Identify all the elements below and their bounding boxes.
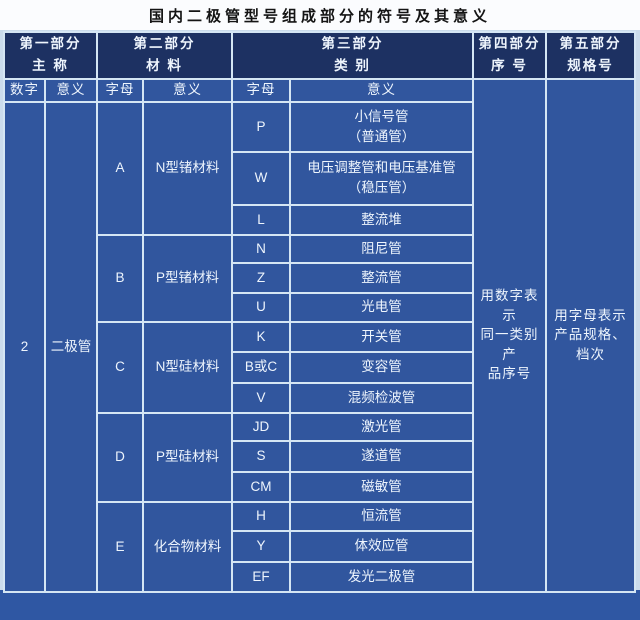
subheader-row: 数字 意义 字母 意义 字母 意义 用数字表示 同一类别产 品序号 用字母表示 … — [3, 77, 636, 593]
table-row: V 混频检波管 — [4, 381, 635, 414]
category-meaning-cell: 开关管 — [289, 320, 474, 353]
table-row: D P型硅材料 JD 激光管 — [4, 411, 635, 503]
main-name-cell: 二极管 — [44, 100, 98, 593]
category-letter-cell: K — [231, 320, 291, 353]
category-meaning-cell: 阻尼管 — [289, 233, 474, 264]
category-meaning-cell: 体效应管 — [289, 529, 474, 563]
material-letter-cell: E — [96, 500, 144, 593]
bottom-band — [0, 590, 640, 620]
material-letter-cell: B — [96, 233, 144, 323]
material-name-cell: 化合物材料 — [142, 500, 233, 593]
category-meaning-cell: 磁敏管 — [289, 470, 474, 503]
category-letter-cell: H — [231, 500, 291, 532]
table-row: B P型锗材料 N 阻尼管 — [4, 233, 635, 323]
title-strip — [0, 0, 640, 30]
category-letter-cell: V — [231, 381, 291, 414]
category-letter-cell: N — [231, 233, 291, 264]
table-row: S 遂道管 — [4, 439, 635, 473]
category-meaning-cell: 变容管 — [289, 350, 474, 384]
subheader-letter-2: 字母 — [96, 77, 144, 103]
table-row: U 光电管 — [4, 291, 635, 323]
category-letter-cell: Y — [231, 529, 291, 563]
header-part4: 第四部分 序 号 — [472, 31, 547, 80]
header-part2: 第二部分 材 料 — [96, 31, 233, 80]
material-name-cell: P型硅材料 — [142, 411, 233, 503]
category-meaning-cell: 光电管 — [289, 291, 474, 323]
material-letter-cell: C — [96, 320, 144, 414]
category-letter-cell: JD — [231, 411, 291, 442]
category-meaning-cell: 小信号管 （普通管） — [289, 100, 474, 153]
category-meaning-cell: 电压调整管和电压基准管 （稳压管） — [289, 150, 474, 206]
subheader-meaning-2: 意义 — [142, 77, 233, 103]
category-meaning-cell: 整流堆 — [289, 203, 474, 236]
category-letter-cell: L — [231, 203, 291, 236]
main-digit-cell: 2 — [3, 100, 46, 593]
subheader-meaning-1: 意义 — [44, 77, 98, 103]
category-letter-cell: CM — [231, 470, 291, 503]
header-part1: 第一部分 主 称 — [3, 31, 98, 80]
table-row: 2 二极管 A N型锗材料 P 小信号管 （普通管） — [3, 100, 635, 593]
table-row: CM 磁敏管 — [4, 470, 635, 503]
table-row: B或C 变容管 — [4, 350, 635, 384]
table-row: Z 整流管 — [4, 261, 635, 294]
table-row: W 电压调整管和电压基准管 （稳压管） — [4, 150, 635, 206]
material-letter-cell: A — [96, 100, 144, 236]
material-name-cell: N型锗材料 — [142, 100, 233, 236]
table-row: E 化合物材料 H 恒流管 — [4, 500, 635, 593]
category-meaning-cell: 发光二极管 — [289, 560, 474, 593]
part5-note-cell: 用字母表示 产品规格、 档次 — [545, 77, 636, 593]
category-meaning-cell: 整流管 — [289, 261, 474, 294]
category-letter-cell: P — [231, 100, 291, 153]
category-letter-cell: S — [231, 439, 291, 473]
category-meaning-cell: 激光管 — [289, 411, 474, 442]
table-row: C N型硅材料 K 开关管 — [4, 320, 635, 414]
header-part5: 第五部分 规格号 — [545, 31, 636, 80]
category-meaning-cell: 遂道管 — [289, 439, 474, 473]
subheader-letter-3: 字母 — [231, 77, 291, 103]
material-name-cell: P型锗材料 — [142, 233, 233, 323]
part4-note-cell: 用数字表示 同一类别产 品序号 — [472, 77, 547, 593]
table-row: Y 体效应管 — [4, 529, 635, 563]
category-meaning-cell: 混频检波管 — [289, 381, 474, 414]
material-name-cell: N型硅材料 — [142, 320, 233, 414]
category-letter-cell: W — [231, 150, 291, 206]
diode-code-table: 第一部分 主 称 第二部分 材 料 第三部分 类 别 第四部分 序 号 第五部分… — [3, 31, 636, 593]
material-letter-cell: D — [96, 411, 144, 503]
category-letter-cell: U — [231, 291, 291, 323]
header-row: 第一部分 主 称 第二部分 材 料 第三部分 类 别 第四部分 序 号 第五部分… — [3, 31, 636, 80]
category-letter-cell: Z — [231, 261, 291, 294]
category-meaning-cell: 恒流管 — [289, 500, 474, 532]
table-row: L 整流堆 — [4, 203, 635, 236]
category-letter-cell: B或C — [231, 350, 291, 384]
subheader-digit: 数字 — [3, 77, 46, 103]
table-row: EF 发光二极管 — [4, 560, 635, 593]
page-title: 国内二极管型号组成部分的符号及其意义 — [148, 8, 491, 25]
subheader-meaning-3: 意义 — [289, 77, 474, 103]
header-part3: 第三部分 类 别 — [231, 31, 474, 80]
category-letter-cell: EF — [231, 560, 291, 593]
